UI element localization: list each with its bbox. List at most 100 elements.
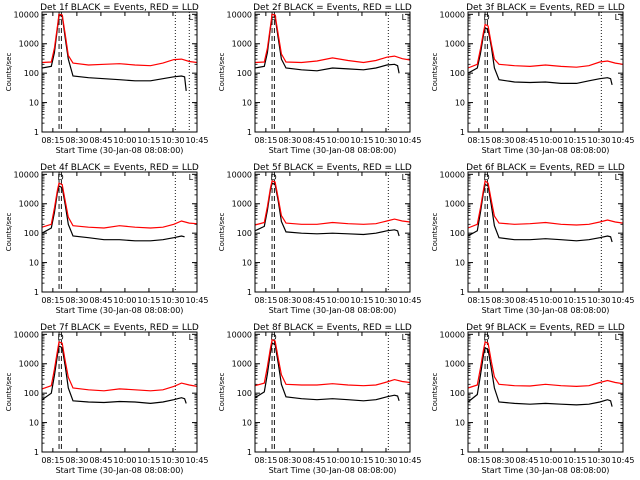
x-tick-label: 08:30	[65, 136, 88, 145]
y-tick-label: 10000	[440, 10, 465, 19]
marker-label: D	[58, 13, 64, 22]
x-tick-label: 10:45	[611, 296, 634, 305]
panel-det-5: Det 5f BLACK = Events, RED = LLD Counts/s…	[218, 163, 422, 315]
marker-label: L	[402, 13, 407, 22]
x-tick-label: 10:00	[113, 456, 136, 465]
y-tick-label: 1	[247, 448, 252, 457]
panel-title: Det 7f BLACK = Events, RED = LLD	[40, 323, 199, 333]
series-line-lld	[467, 341, 624, 389]
y-tick-label: 100	[237, 389, 252, 398]
plot-frame	[467, 331, 624, 453]
x-tick-label: 08:15	[254, 136, 277, 145]
y-tick-label: 100	[24, 69, 39, 78]
x-tick-label: 08:45	[515, 296, 538, 305]
y-tick-label: 10	[242, 419, 252, 428]
x-tick-label: 10:00	[113, 296, 136, 305]
x-tick-label: 08:15	[41, 456, 64, 465]
panel-det-3: Det 3f BLACK = Events, RED = LLD Counts/s…	[431, 3, 635, 155]
x-tick-label: 10:45	[398, 296, 421, 305]
x-tick-label: 08:45	[515, 456, 538, 465]
plot-frame	[41, 11, 198, 133]
y-tick-label: 10	[29, 99, 39, 108]
plot-frame	[254, 11, 411, 133]
y-tick-label: 100	[450, 389, 465, 398]
x-tick-label: 10:45	[611, 136, 634, 145]
marker-label: D	[484, 333, 490, 342]
x-tick-label: 08:30	[65, 296, 88, 305]
panel-det-9: Det 9f BLACK = Events, RED = LLD Counts/s…	[431, 323, 635, 475]
y-tick-label: 1	[247, 288, 252, 297]
x-tick-label: 10:00	[113, 136, 136, 145]
x-tick-label: 08:15	[254, 456, 277, 465]
y-axis-label: Counts/sec	[5, 53, 13, 92]
x-axis-label: Start Time (30-Jan-08 08:08:00)	[269, 466, 397, 475]
x-tick-label: 08:30	[278, 456, 301, 465]
y-axis-label: Counts/sec	[5, 373, 13, 412]
x-tick-label: 08:45	[89, 456, 112, 465]
y-tick-label: 100	[450, 229, 465, 238]
panel-title: Det 9f BLACK = Events, RED = LLD	[466, 323, 625, 333]
marker-label: L	[189, 13, 194, 22]
x-tick-label: 10:15	[563, 296, 586, 305]
x-tick-label: 08:45	[302, 296, 325, 305]
x-tick-label: 10:45	[185, 136, 208, 145]
y-tick-label: 10000	[227, 10, 252, 19]
plot-frame	[41, 171, 198, 293]
series-line-lld	[41, 341, 198, 392]
x-tick-label: 08:45	[302, 136, 325, 145]
plot-frame	[254, 171, 411, 293]
y-tick-label: 10	[455, 259, 465, 268]
y-axis-label: Counts/sec	[431, 53, 439, 92]
series-line-lld	[254, 338, 411, 387]
y-tick-label: 100	[237, 229, 252, 238]
panel-title: Det 3f BLACK = Events, RED = LLD	[466, 3, 625, 13]
panel-title: Det 8f BLACK = Events, RED = LLD	[253, 323, 412, 333]
x-tick-label: 10:00	[326, 296, 349, 305]
x-tick-label: 10:15	[137, 296, 160, 305]
series-line-lld	[254, 13, 411, 64]
y-tick-label: 10000	[14, 170, 39, 179]
x-tick-label: 10:45	[398, 136, 421, 145]
panel-det-4: Det 4f BLACK = Events, RED = LLD Counts/s…	[5, 163, 209, 315]
y-tick-label: 1	[460, 288, 465, 297]
marker-label: L	[615, 173, 620, 182]
y-tick-label: 100	[450, 69, 465, 78]
x-tick-label: 10:30	[374, 136, 397, 145]
y-tick-label: 1	[34, 288, 39, 297]
x-tick-label: 08:15	[467, 456, 490, 465]
marker-label: D	[484, 13, 490, 22]
y-tick-label: 1	[34, 448, 39, 457]
x-tick-label: 10:15	[563, 456, 586, 465]
x-tick-label: 08:15	[467, 136, 490, 145]
x-tick-label: 10:30	[374, 296, 397, 305]
x-tick-label: 10:15	[350, 456, 373, 465]
x-tick-label: 08:45	[89, 136, 112, 145]
x-tick-label: 08:15	[254, 296, 277, 305]
x-tick-label: 08:30	[491, 296, 514, 305]
x-tick-label: 10:00	[539, 136, 562, 145]
y-tick-label: 10000	[227, 170, 252, 179]
x-tick-label: 10:45	[185, 456, 208, 465]
x-tick-label: 08:30	[491, 136, 514, 145]
x-tick-label: 10:15	[350, 296, 373, 305]
y-tick-label: 1000	[445, 360, 465, 369]
y-axis-label: Counts/sec	[218, 373, 226, 412]
marker-label: L	[189, 333, 194, 342]
plot-frame	[467, 11, 624, 133]
marker-label: L	[189, 173, 194, 182]
panel-title: Det 1f BLACK = Events, RED = LLD	[40, 3, 199, 13]
y-tick-label: 1000	[19, 200, 39, 209]
x-tick-label: 10:30	[161, 456, 184, 465]
y-tick-label: 100	[24, 389, 39, 398]
x-tick-label: 10:45	[611, 456, 634, 465]
panel-det-2: Det 2f BLACK = Events, RED = LLD Counts/s…	[218, 3, 422, 155]
x-axis-label: Start Time (30-Jan-08 08:08:00)	[56, 146, 184, 155]
marker-label: L	[402, 173, 407, 182]
series-line-lld	[467, 179, 624, 229]
x-tick-label: 08:45	[302, 456, 325, 465]
y-tick-label: 10	[455, 99, 465, 108]
series-line-events	[254, 342, 400, 402]
plot-frame	[467, 171, 624, 293]
